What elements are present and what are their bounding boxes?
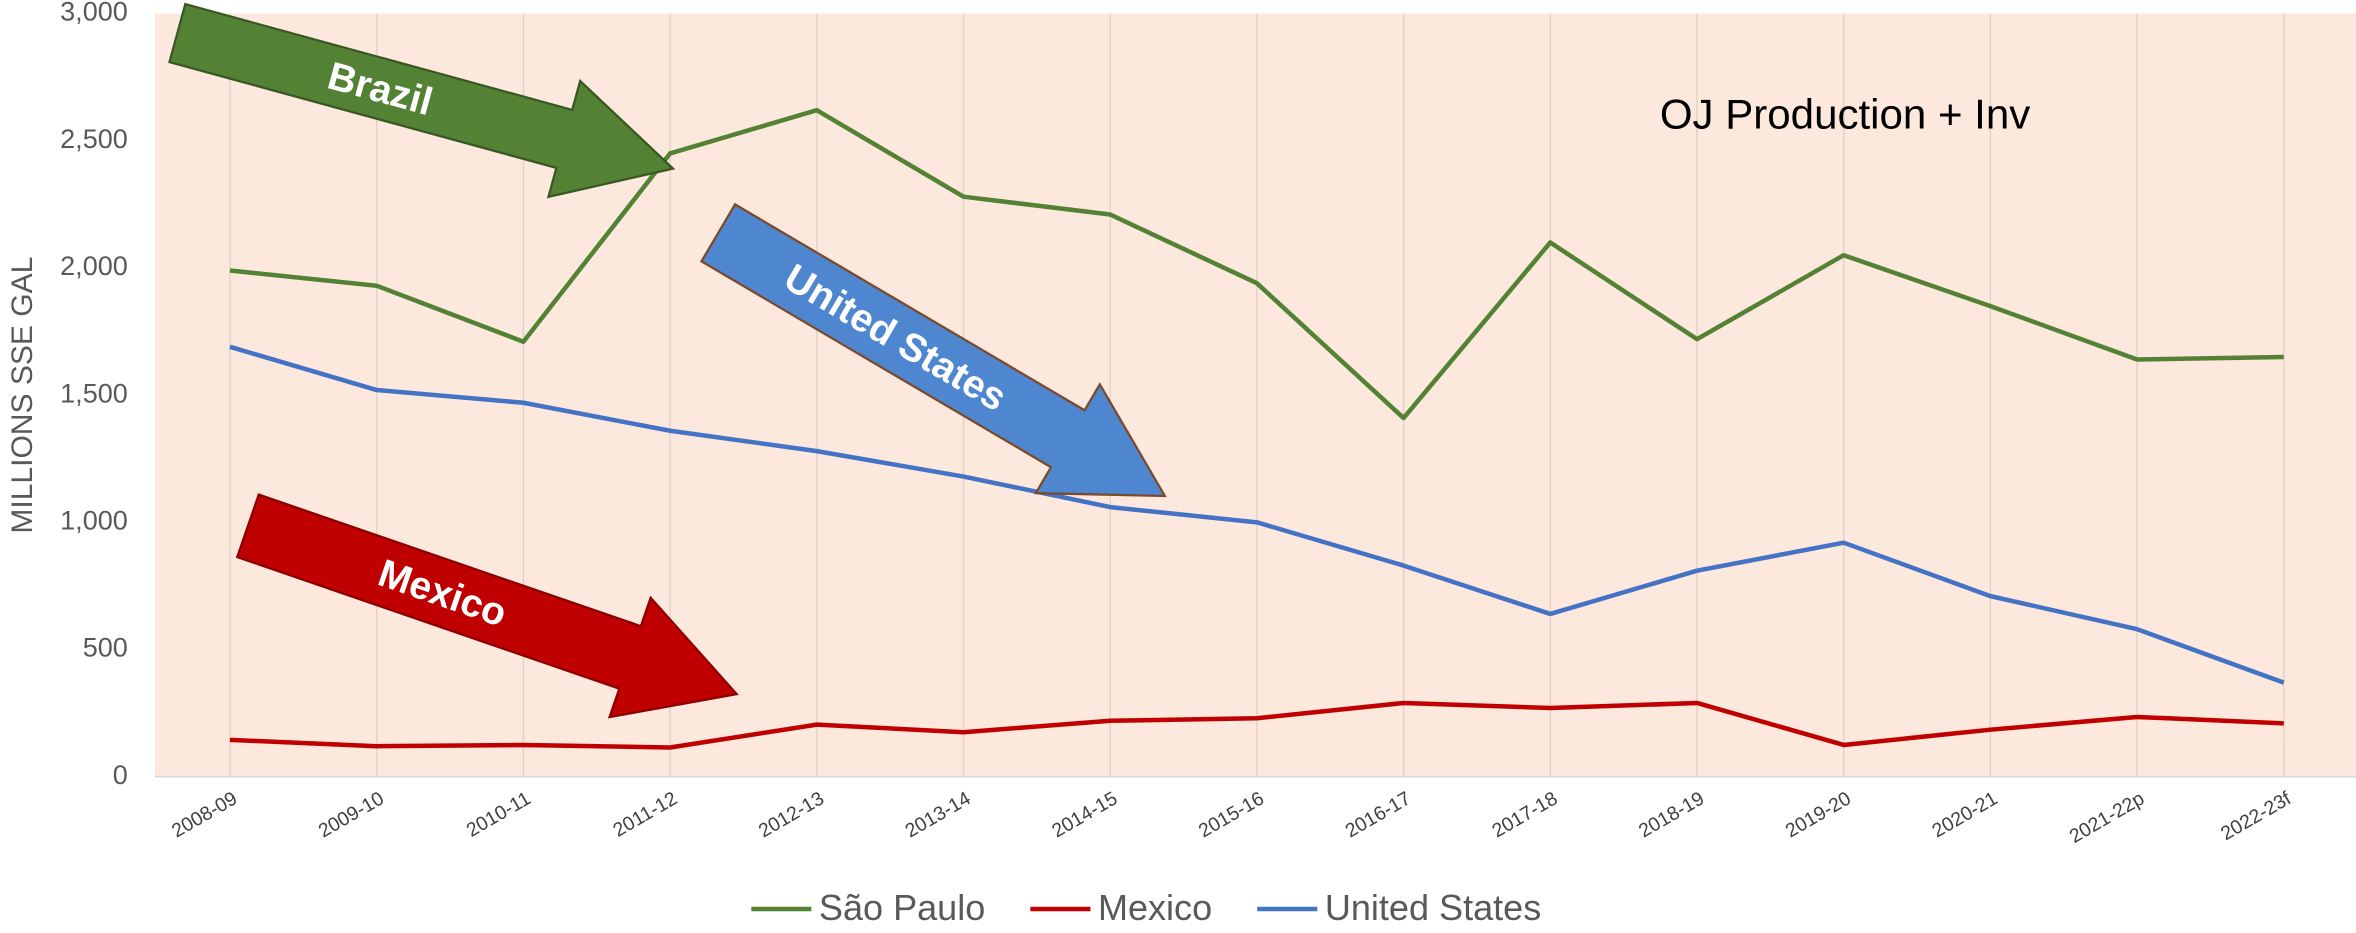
legend-label: Mexico [1098,887,1212,928]
x-tick-label: 2018-19 [1635,788,1708,843]
y-tick-label: 1,500 [60,378,128,408]
x-tick-label: 2012-13 [755,788,828,843]
x-tick-label: 2010-11 [463,788,535,842]
arrow-shape [168,2,676,199]
series-line [229,107,2284,421]
x-tick-label: 2014-15 [1048,787,1121,842]
x-tick-label: 2020-21 [1928,788,2001,843]
arrow-shape [699,202,1167,498]
y-axis-label: MILLIONS SSE GAL [6,257,39,534]
annotation: OJ Production + Inv [1660,90,2030,137]
arrow-shape [235,493,739,719]
series-line [229,344,2285,685]
x-tick-label: 2022-23f [2217,787,2295,845]
legend-label: United States [1325,887,1541,928]
y-tick-label: 0 [113,760,128,790]
y-tick-label: 500 [83,633,128,663]
legend-label: São Paulo [819,887,985,928]
x-tick-label: 2021-22p [2066,787,2149,847]
x-tick-label: 2013-14 [902,787,975,842]
x-tick-label: 2009-10 [315,787,388,842]
y-tick-label: 2,500 [60,124,128,154]
x-tick-label: 2017-18 [1488,788,1561,843]
x-tick-label: 2016-17 [1342,788,1415,843]
x-tick-label: 2011-12 [609,788,681,842]
x-tick-label: 2008-09 [168,788,241,843]
y-tick-label: 1,000 [60,505,128,535]
x-tick-label: 2019-20 [1782,787,1855,842]
y-tick-label: 3,000 [60,0,128,27]
x-tick-label: 2015-16 [1195,788,1268,843]
series-line [229,700,2284,750]
y-tick-label: 2,000 [60,251,128,281]
